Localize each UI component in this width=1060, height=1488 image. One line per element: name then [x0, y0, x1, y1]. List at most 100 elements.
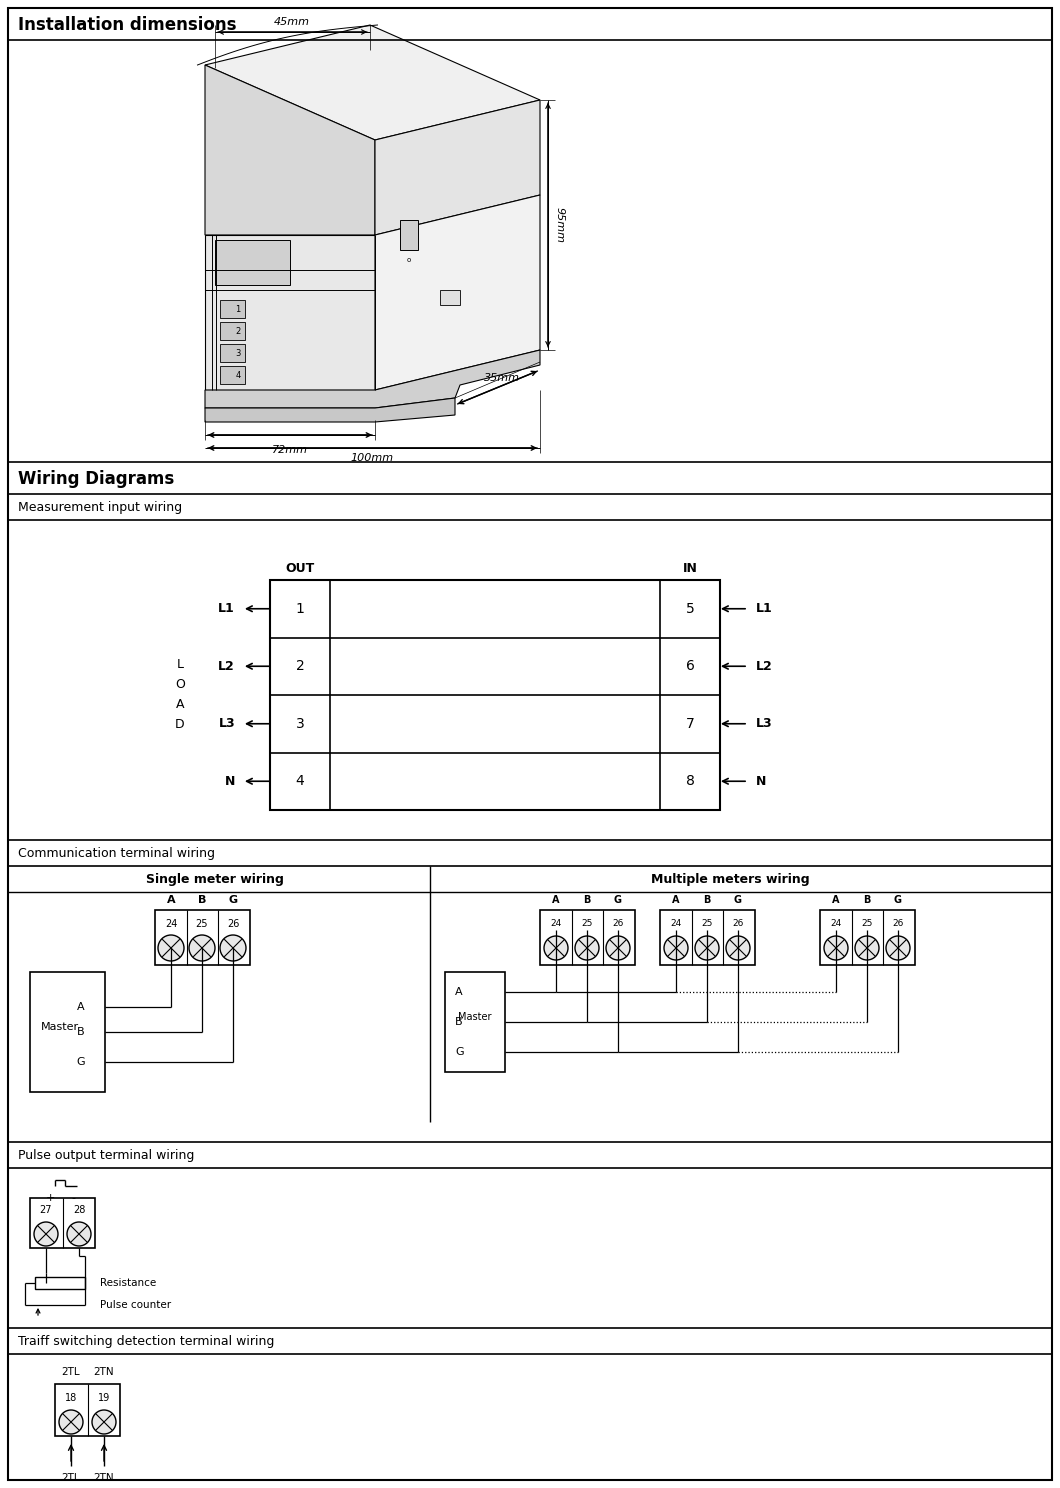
Text: B: B — [863, 894, 870, 905]
Text: N: N — [225, 775, 235, 787]
Text: 24: 24 — [670, 920, 682, 929]
Bar — [445, 972, 505, 1071]
Text: 2TL: 2TL — [61, 1473, 81, 1484]
Text: 25: 25 — [581, 920, 593, 929]
Text: Single meter wiring: Single meter wiring — [146, 873, 284, 887]
Bar — [270, 580, 720, 809]
Text: 2TL: 2TL — [61, 1367, 81, 1376]
Text: 72mm: 72mm — [272, 445, 308, 455]
Text: L: L — [177, 659, 183, 671]
Text: A: A — [77, 1001, 85, 1012]
Text: G: G — [76, 1056, 85, 1067]
Text: G: G — [229, 894, 237, 905]
Bar — [220, 321, 245, 339]
Text: L2: L2 — [218, 659, 235, 673]
Text: 5: 5 — [686, 601, 694, 616]
Text: G: G — [455, 1048, 463, 1056]
Text: 25: 25 — [862, 920, 872, 929]
Text: IN: IN — [683, 561, 697, 574]
Text: 27: 27 — [40, 1205, 52, 1216]
Text: A: A — [552, 894, 560, 905]
Text: Pulse output terminal wiring: Pulse output terminal wiring — [18, 1150, 194, 1162]
Circle shape — [575, 936, 599, 960]
Text: 18: 18 — [65, 1393, 77, 1403]
Polygon shape — [205, 397, 455, 423]
Text: 24: 24 — [830, 920, 842, 929]
Text: A: A — [455, 987, 462, 997]
Text: OUT: OUT — [285, 561, 315, 574]
Text: L1: L1 — [218, 603, 235, 615]
Polygon shape — [375, 195, 540, 390]
Text: D: D — [175, 719, 184, 732]
Bar — [400, 220, 418, 250]
Text: +: + — [46, 1193, 55, 1202]
Text: 6: 6 — [686, 659, 694, 673]
Text: G: G — [614, 894, 622, 905]
Text: Measurement input wiring: Measurement input wiring — [18, 501, 182, 515]
Bar — [55, 1384, 120, 1436]
Text: 2TN: 2TN — [93, 1473, 114, 1484]
Circle shape — [664, 936, 688, 960]
Bar — [35, 1277, 85, 1289]
Text: 3: 3 — [296, 717, 304, 731]
Text: B: B — [583, 894, 590, 905]
Text: Wiring Diagrams: Wiring Diagrams — [18, 470, 174, 488]
Circle shape — [544, 936, 568, 960]
Bar — [220, 301, 245, 318]
Text: 25: 25 — [196, 920, 208, 929]
Circle shape — [158, 934, 184, 961]
Circle shape — [855, 936, 879, 960]
Text: B: B — [704, 894, 710, 905]
Bar — [270, 580, 330, 809]
Text: 2: 2 — [235, 326, 241, 335]
Bar — [540, 911, 635, 966]
Text: Multiple meters wiring: Multiple meters wiring — [651, 873, 810, 887]
Text: L3: L3 — [756, 717, 773, 731]
Circle shape — [606, 936, 630, 960]
Text: O: O — [175, 679, 184, 692]
Text: B: B — [455, 1016, 462, 1027]
Text: 8: 8 — [686, 774, 694, 789]
Circle shape — [189, 934, 215, 961]
Circle shape — [824, 936, 848, 960]
Text: 3: 3 — [235, 348, 241, 357]
Polygon shape — [205, 350, 540, 408]
Circle shape — [34, 1222, 58, 1245]
Text: A: A — [832, 894, 840, 905]
Polygon shape — [205, 65, 375, 235]
Circle shape — [220, 934, 246, 961]
Text: 28: 28 — [73, 1205, 85, 1216]
Text: 25: 25 — [702, 920, 712, 929]
Bar — [155, 911, 250, 966]
Bar — [220, 344, 245, 362]
Circle shape — [59, 1411, 83, 1434]
Text: 1: 1 — [296, 601, 304, 616]
Bar — [660, 911, 755, 966]
Text: 4: 4 — [296, 774, 304, 789]
Text: Pulse counter: Pulse counter — [100, 1301, 171, 1309]
Circle shape — [67, 1222, 91, 1245]
Text: 95mm: 95mm — [555, 207, 565, 243]
Text: 26: 26 — [227, 920, 240, 929]
Text: 45mm: 45mm — [273, 16, 310, 27]
Text: A: A — [176, 698, 184, 711]
Text: -: - — [71, 1193, 75, 1202]
Text: 7: 7 — [686, 717, 694, 731]
Polygon shape — [205, 25, 540, 140]
Text: L1: L1 — [756, 603, 773, 615]
Text: 4: 4 — [235, 371, 241, 379]
Text: G: G — [734, 894, 742, 905]
Text: N: N — [756, 775, 766, 787]
Text: A: A — [166, 894, 175, 905]
Text: L3: L3 — [218, 717, 235, 731]
Text: 24: 24 — [164, 920, 177, 929]
Circle shape — [695, 936, 719, 960]
Text: Master: Master — [458, 1012, 492, 1022]
Text: A: A — [672, 894, 679, 905]
Polygon shape — [375, 100, 540, 235]
Text: 19: 19 — [98, 1393, 110, 1403]
Text: 2: 2 — [296, 659, 304, 673]
Bar — [660, 580, 720, 809]
Text: 26: 26 — [893, 920, 904, 929]
Text: Installation dimensions: Installation dimensions — [18, 16, 236, 34]
